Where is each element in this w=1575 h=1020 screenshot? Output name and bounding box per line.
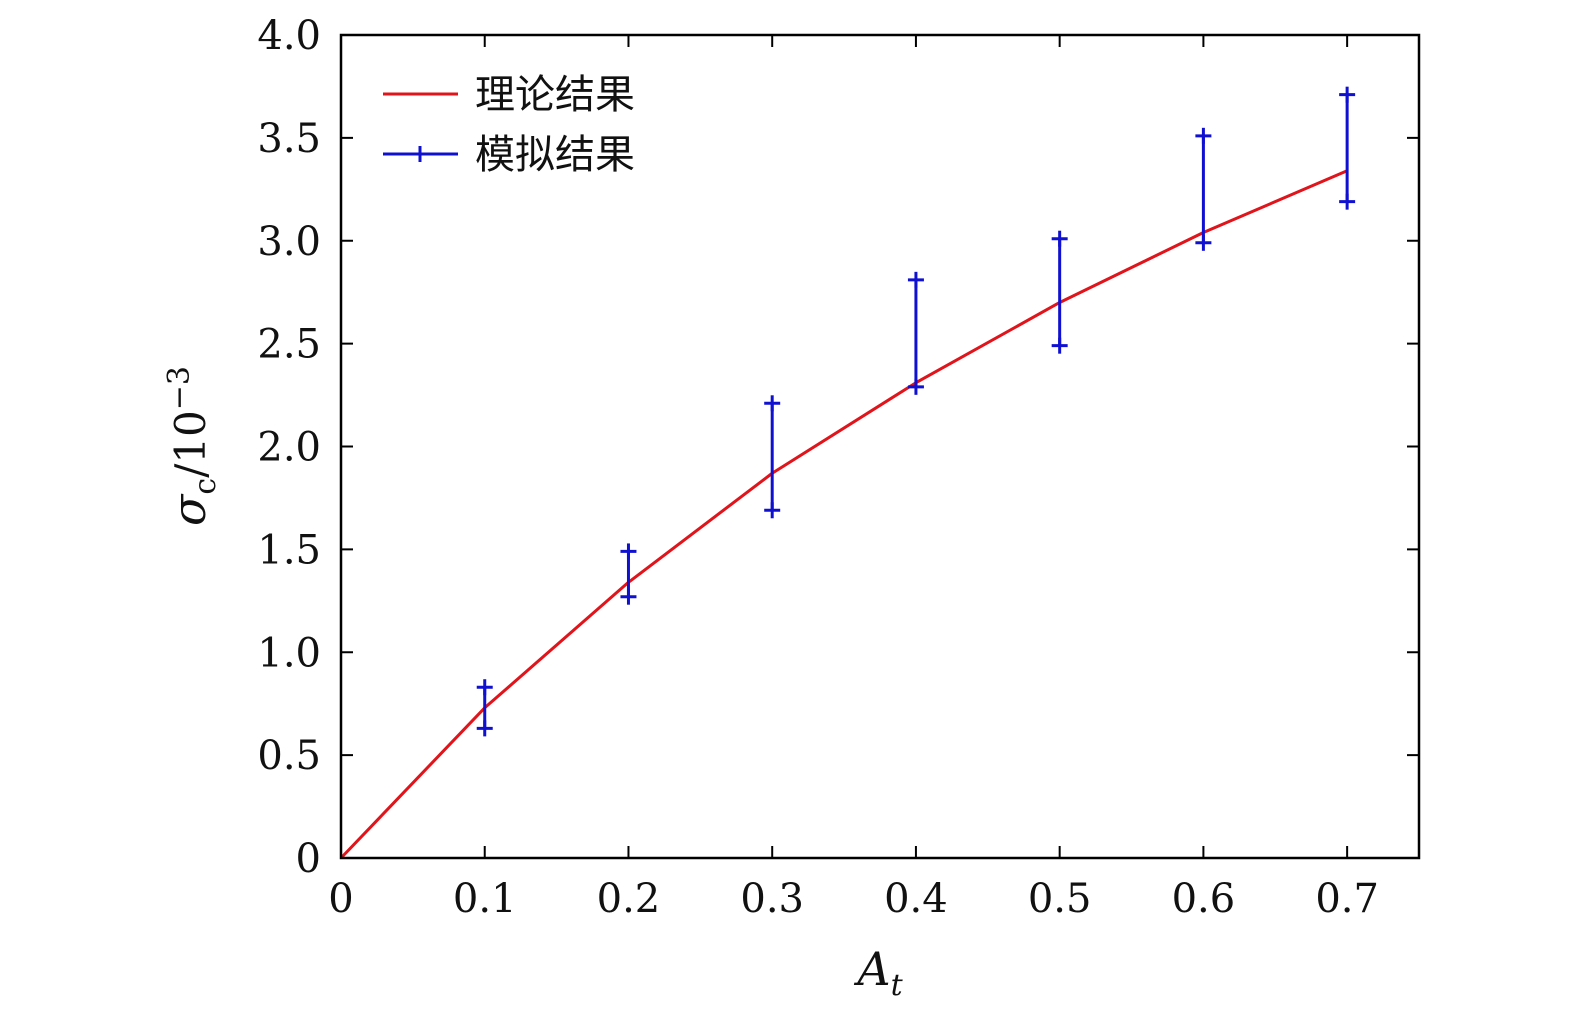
x-tick-label: 0.2 xyxy=(597,876,661,922)
y-tick-label: 4.0 xyxy=(257,13,321,59)
ticks: 0 0.1 0.2 0.3 0.4 0.5 0.6 0.7 0 0.5 1.0 1.5 2.0 2.5 3.… xyxy=(257,13,1419,922)
error-bar xyxy=(1339,86,1356,210)
x-tick-label: 0.3 xyxy=(740,876,804,922)
error-bar xyxy=(1195,127,1212,251)
y-tick-label: 3.0 xyxy=(257,219,321,265)
error-bar xyxy=(1051,230,1068,354)
x-tick-label: 0.6 xyxy=(1172,876,1236,922)
y-tick-label: 1.5 xyxy=(257,527,321,573)
x-tick-label: 0.4 xyxy=(884,876,948,922)
x-tick-label: 0.7 xyxy=(1315,876,1379,922)
x-axis-label-sub: t xyxy=(891,968,904,1003)
y-tick-label: 0 xyxy=(296,836,321,882)
x-tick-label: 0.1 xyxy=(453,876,517,922)
y-axis-label-sigma: σ xyxy=(162,493,216,526)
y-tick-label: 3.5 xyxy=(257,116,321,162)
legend: 理论结果 模拟结果 xyxy=(383,72,635,178)
error-bar xyxy=(764,395,781,519)
legend-label-theory: 理论结果 xyxy=(475,72,635,118)
y-tick-label: 1.0 xyxy=(257,630,321,676)
y-tick-label: 2.0 xyxy=(257,425,321,471)
x-axis-label: At xyxy=(853,942,903,1003)
error-bar xyxy=(476,679,493,737)
theory-curve xyxy=(339,169,1348,860)
x-tick-label: 0.5 xyxy=(1028,876,1092,922)
y-axis-label-sup: −3 xyxy=(162,366,197,410)
y-axis-label: σc/10−3 xyxy=(162,366,223,526)
error-bar xyxy=(907,271,924,395)
y-tick-label: 0.5 xyxy=(257,733,321,779)
y-tick-label: 2.5 xyxy=(257,322,321,368)
y-axis-label-sub: c xyxy=(188,478,223,495)
y-axis-label-rest: /10 xyxy=(166,410,215,478)
legend-label-simulation: 模拟结果 xyxy=(475,132,635,178)
plot-marks xyxy=(339,86,1356,860)
error-bar xyxy=(620,543,637,605)
x-tick-label: 0 xyxy=(328,876,353,922)
x-axis-label-main: A xyxy=(853,942,890,996)
